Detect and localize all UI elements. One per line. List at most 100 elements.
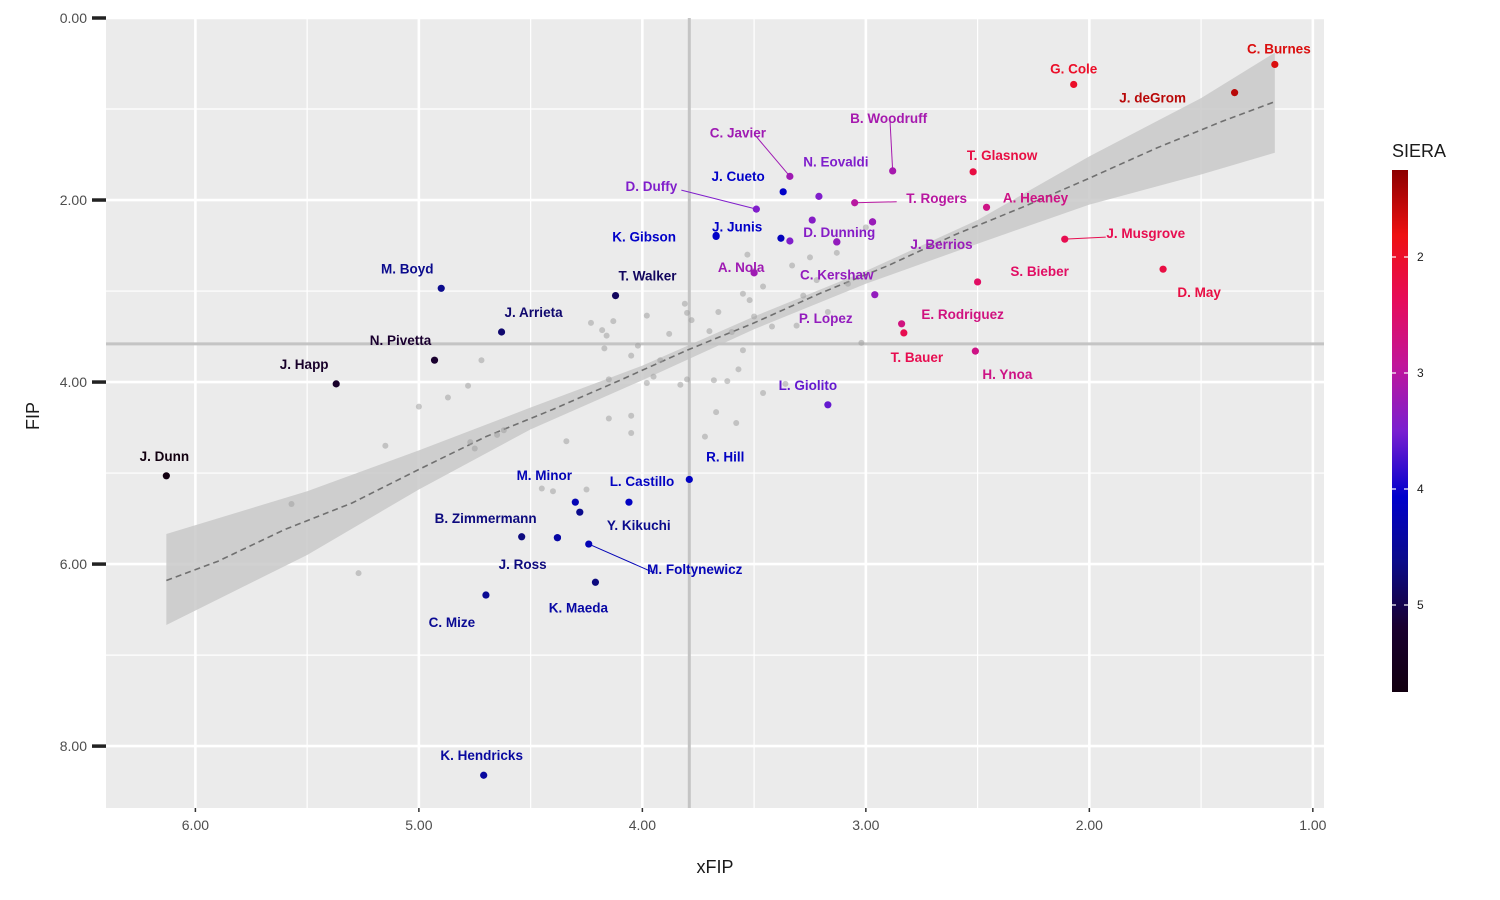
point-label: G. Cole [1050, 61, 1098, 76]
background-point [782, 380, 789, 387]
player-point [971, 347, 979, 355]
background-point [628, 352, 635, 359]
grid-lines [106, 16, 1324, 808]
point-label: C. Burnes [1247, 41, 1311, 56]
legend-tick-label: 3 [1417, 366, 1424, 380]
legend-colorbar [1392, 170, 1408, 692]
background-point [599, 327, 606, 334]
background-point [643, 312, 650, 319]
player-point [482, 591, 490, 599]
player-point [1061, 235, 1069, 243]
x-tick-label: 6.00 [182, 817, 209, 833]
background-point [465, 382, 472, 389]
player-point [969, 168, 977, 176]
label-pointer-line [854, 201, 897, 204]
player-point [585, 540, 593, 548]
point-label: T. Bauer [891, 350, 944, 365]
point-label: M. Foltynewicz [647, 562, 743, 577]
point-label: K. Hendricks [440, 748, 523, 763]
background-point [824, 308, 831, 315]
player-point [900, 329, 908, 337]
point-label: C. Mize [429, 615, 476, 630]
player-point [779, 188, 787, 196]
player-point [786, 237, 794, 245]
label-pointers [588, 121, 1106, 574]
player-point [851, 199, 859, 207]
background-point [355, 570, 362, 577]
player-point [611, 291, 620, 300]
point-label: B. Zimmermann [435, 511, 537, 526]
point-label: J. Ross [499, 557, 547, 572]
label-pointer-line [588, 543, 655, 574]
background-point [733, 420, 740, 427]
point-label: M. Minor [517, 468, 573, 483]
player-point [625, 498, 633, 506]
player-point [889, 167, 897, 175]
point-label: Y. Kikuchi [607, 518, 671, 533]
background-point [858, 339, 865, 346]
player-point [497, 328, 506, 336]
point-label: J. Arrieta [505, 305, 564, 320]
x-tick-label: 1.00 [1299, 817, 1326, 833]
background-point [605, 415, 612, 422]
y-tick-label: 6.00 [60, 556, 87, 572]
point-label: R. Hill [706, 449, 744, 464]
background-point [706, 328, 713, 335]
player-point [982, 203, 991, 211]
point-label: D. Duffy [625, 179, 677, 194]
background-point [735, 366, 742, 373]
point-label: P. Lopez [799, 311, 853, 326]
background-point [710, 377, 717, 384]
background-point [739, 290, 746, 297]
background-point [643, 379, 650, 386]
background-point [471, 445, 478, 452]
background-point [768, 323, 775, 330]
background-point [415, 403, 422, 410]
background-point [628, 412, 635, 419]
background-point [610, 318, 617, 325]
point-label: L. Giolito [779, 378, 838, 393]
player-point [808, 216, 816, 224]
y-tick-label: 0.00 [60, 10, 87, 26]
background-point [549, 488, 556, 495]
legend-tick-label: 5 [1417, 598, 1424, 612]
y-axis-title: FIP [23, 402, 43, 430]
background-point [751, 313, 758, 320]
background-point [650, 373, 657, 380]
point-label: A. Heaney [1003, 190, 1069, 205]
player-point [815, 192, 823, 200]
x-tick-label: 2.00 [1076, 817, 1103, 833]
point-label: C. Kershaw [800, 268, 874, 283]
x-tick-label: 5.00 [405, 817, 432, 833]
player-point [1271, 60, 1279, 69]
background-point [382, 442, 389, 449]
label-pointer-line [681, 189, 757, 210]
player-point [332, 380, 340, 388]
background-point [681, 300, 688, 307]
point-label: N. Eovaldi [803, 154, 868, 169]
point-label: T. Glasnow [967, 148, 1038, 163]
player-point [833, 238, 841, 246]
background-point [634, 342, 641, 349]
background-point [701, 433, 708, 440]
y-tick-label: 2.00 [60, 192, 87, 208]
background-point [744, 251, 751, 258]
background-point [601, 345, 608, 352]
reference-lines [106, 18, 1324, 808]
point-label: J. Berrios [910, 237, 972, 252]
player-point [576, 508, 584, 516]
point-label: T. Walker [619, 269, 678, 284]
player-point [162, 472, 170, 480]
background-point [760, 389, 767, 396]
legend-tick-label: 4 [1417, 482, 1424, 496]
y-tick-label: 4.00 [60, 374, 87, 390]
player-point [973, 278, 982, 286]
background-point [666, 330, 673, 337]
background-point [800, 292, 807, 299]
background-point [538, 485, 545, 492]
background-point [713, 409, 720, 416]
trend-line-path [166, 100, 1276, 582]
x-tick-label: 4.00 [629, 817, 656, 833]
background-point [288, 501, 295, 508]
player-point [1070, 80, 1078, 89]
